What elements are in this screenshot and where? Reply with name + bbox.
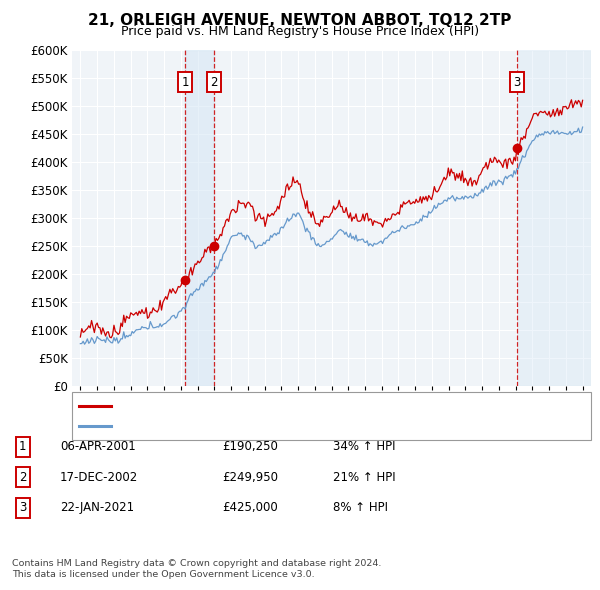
Text: 21% ↑ HPI: 21% ↑ HPI [333, 471, 395, 484]
Bar [517, 50, 591, 386]
Text: This data is licensed under the Open Government Licence v3.0.: This data is licensed under the Open Gov… [12, 571, 314, 579]
Text: 2: 2 [19, 471, 26, 484]
Text: Contains HM Land Registry data © Crown copyright and database right 2024.: Contains HM Land Registry data © Crown c… [12, 559, 382, 568]
Text: 34% ↑ HPI: 34% ↑ HPI [333, 440, 395, 453]
Text: 21, ORLEIGH AVENUE, NEWTON ABBOT, TQ12 2TP: 21, ORLEIGH AVENUE, NEWTON ABBOT, TQ12 2… [88, 13, 512, 28]
Text: 06-APR-2001: 06-APR-2001 [60, 440, 136, 453]
Text: £425,000: £425,000 [222, 502, 278, 514]
Text: Price paid vs. HM Land Registry's House Price Index (HPI): Price paid vs. HM Land Registry's House … [121, 25, 479, 38]
Text: 22-JAN-2021: 22-JAN-2021 [60, 502, 134, 514]
Text: 2: 2 [210, 76, 217, 88]
Text: 1: 1 [19, 440, 26, 453]
Bar [185, 50, 214, 386]
Text: 17-DEC-2002: 17-DEC-2002 [60, 471, 138, 484]
Text: £249,950: £249,950 [222, 471, 278, 484]
Text: 21, ORLEIGH AVENUE, NEWTON ABBOT, TQ12 2TP (detached house): 21, ORLEIGH AVENUE, NEWTON ABBOT, TQ12 2… [117, 401, 498, 411]
Text: 3: 3 [513, 76, 520, 88]
Text: 3: 3 [19, 502, 26, 514]
Text: £190,250: £190,250 [222, 440, 278, 453]
Text: 1: 1 [182, 76, 189, 88]
Text: HPI: Average price, detached house, Teignbridge: HPI: Average price, detached house, Teig… [117, 421, 388, 431]
Text: 8% ↑ HPI: 8% ↑ HPI [333, 502, 388, 514]
